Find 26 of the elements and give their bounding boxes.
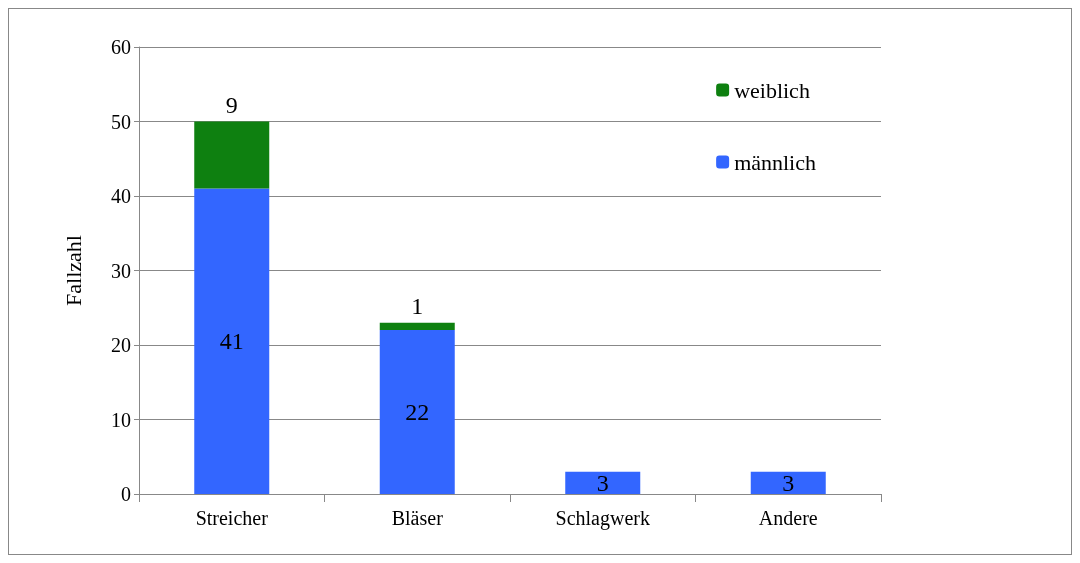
data-label: 22: [405, 399, 430, 426]
data-label: 41: [219, 328, 244, 355]
legend-label: weiblich: [734, 77, 810, 103]
y-tick-label: 60: [111, 36, 131, 58]
data-label: 1: [411, 292, 424, 319]
x-tick-label: Andere: [758, 507, 818, 529]
y-tick-label: 40: [111, 185, 131, 207]
x-tick-label: Bläser: [391, 507, 444, 529]
y-tick-label: 30: [111, 259, 131, 282]
bar: [379, 322, 455, 331]
bar: [379, 330, 455, 494]
y-tick-label: 20: [111, 334, 131, 356]
y-tick-label: 50: [111, 110, 131, 133]
data-label: 3: [782, 469, 795, 496]
y-axis-title: Fallzahl: [60, 235, 86, 306]
x-tick-label: Schlagwerk: [555, 507, 650, 530]
data-label: 9: [225, 91, 238, 118]
legend-label: männlich: [734, 149, 817, 175]
y-tick-label: 10: [111, 408, 131, 431]
bar: [750, 471, 826, 494]
bar: [194, 188, 270, 494]
x-tick-label: Streicher: [195, 507, 269, 529]
y-tick-label: 0: [121, 483, 131, 505]
data-label: 3: [596, 469, 609, 496]
bar: [565, 471, 641, 494]
bar: [194, 121, 270, 189]
